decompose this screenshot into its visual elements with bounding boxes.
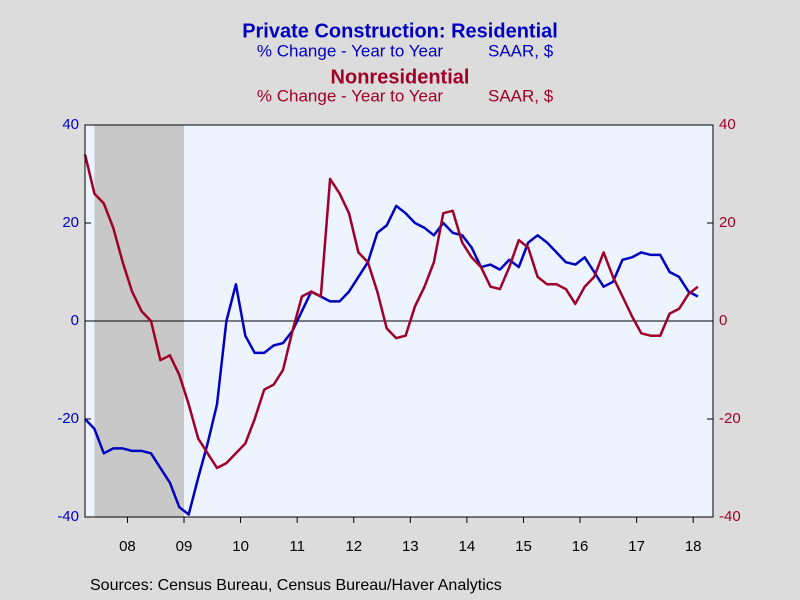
x-tick-label: 18 <box>685 538 702 555</box>
x-tick-label: 14 <box>459 538 476 555</box>
y2-tick-label: 20 <box>719 214 736 231</box>
chart-title: Private Construction: Residential <box>242 20 558 42</box>
y-tick-label: -40 <box>57 508 79 525</box>
x-tick-label: 10 <box>232 538 249 555</box>
y-tick-label: 0 <box>71 312 79 329</box>
chart-subtitle: SAAR, $ <box>488 86 554 105</box>
x-tick-label: 12 <box>345 538 362 555</box>
x-tick-label: 15 <box>515 538 532 555</box>
y-tick-label: 20 <box>62 214 79 231</box>
chart-title: Nonresidential <box>331 66 470 88</box>
y-tick-label: 40 <box>62 116 79 133</box>
y2-tick-label: -20 <box>719 410 741 427</box>
x-tick-label: 08 <box>119 538 136 555</box>
chart-subtitle: % Change - Year to Year <box>257 86 444 105</box>
y2-tick-label: 0 <box>719 312 727 329</box>
x-tick-label: 17 <box>628 538 645 555</box>
x-tick-label: 11 <box>289 538 305 555</box>
series-line <box>83 154 699 470</box>
x-tick-label: 09 <box>176 538 193 555</box>
source-note: Sources: Census Bureau, Census Bureau/Ha… <box>90 577 502 594</box>
y2-tick-label: 40 <box>719 116 736 133</box>
y2-tick-label: -40 <box>719 508 741 525</box>
x-tick-label: 16 <box>572 538 589 555</box>
chart-subtitle: SAAR, $ <box>488 41 554 60</box>
chart-subtitle: % Change - Year to Year <box>257 41 444 60</box>
plot-frame <box>84 124 714 518</box>
y-tick-label: -20 <box>57 410 79 427</box>
x-tick-label: 13 <box>402 538 419 555</box>
